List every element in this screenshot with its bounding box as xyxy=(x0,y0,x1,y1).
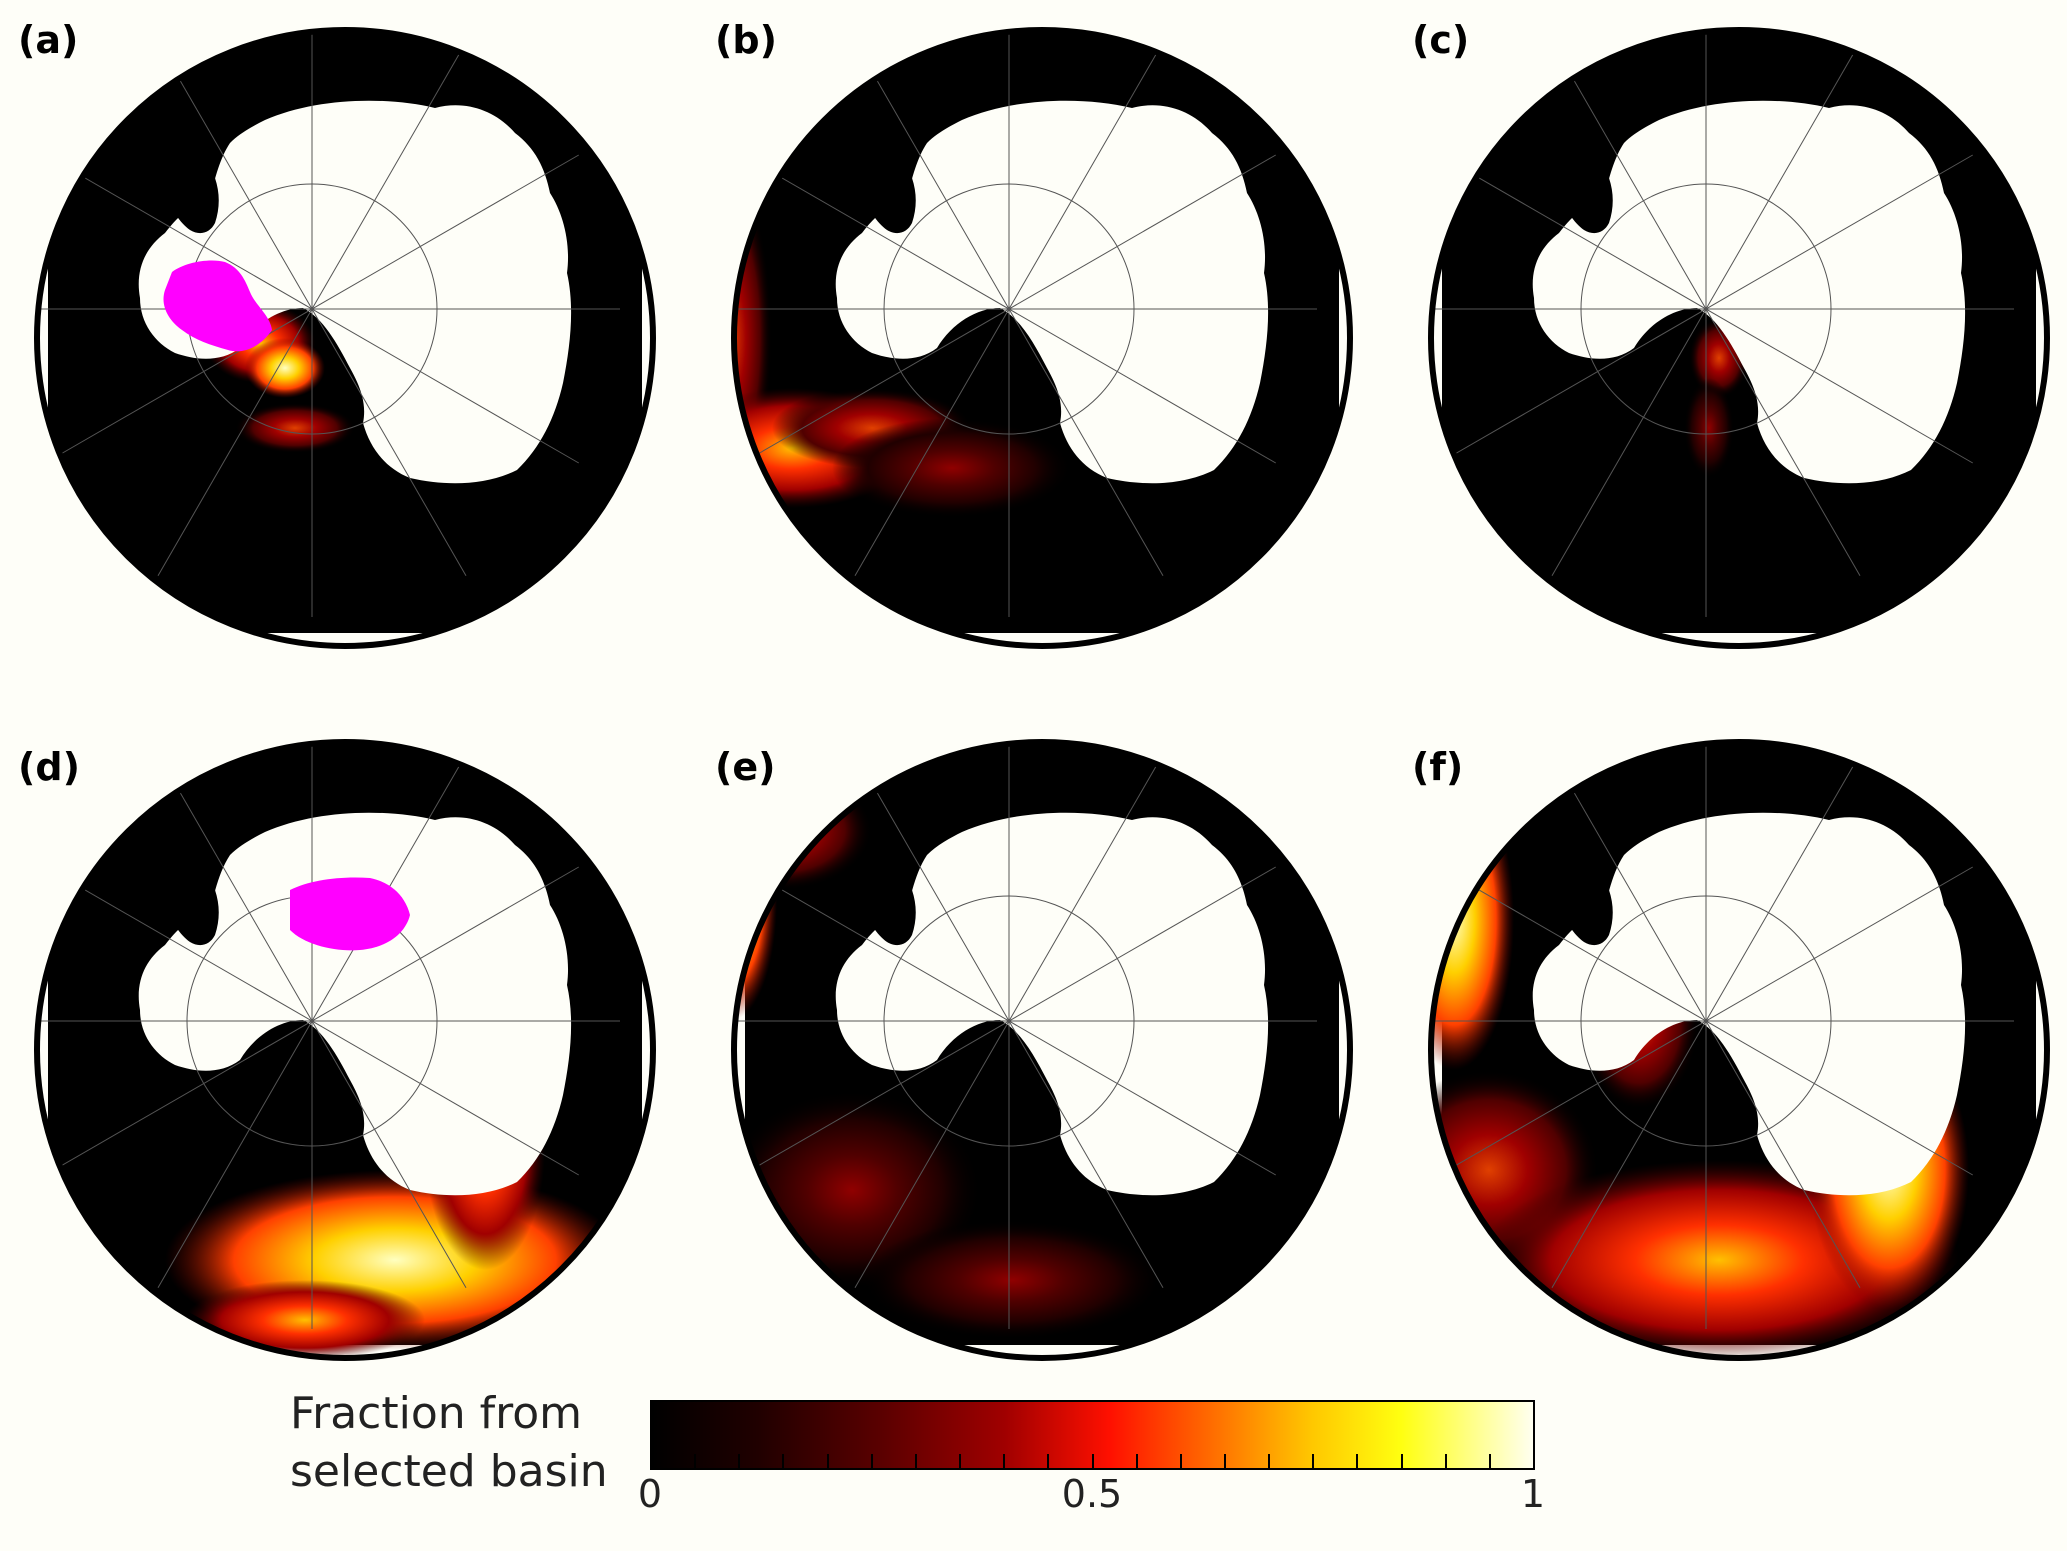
graticule xyxy=(734,742,1317,1329)
colorbar-minor-tick xyxy=(1223,1454,1226,1468)
map-svg xyxy=(731,739,1353,1361)
graticule xyxy=(734,30,1317,617)
map-frame xyxy=(34,27,656,649)
colorbar-minor-tick xyxy=(1135,1454,1138,1468)
colorbar-minor-tick xyxy=(959,1454,962,1468)
panel-label-f: (f) xyxy=(1412,745,1464,789)
panel-label-b: (b) xyxy=(715,18,777,62)
colorbar-minor-tick xyxy=(1400,1454,1403,1468)
colorbar-title-line1: Fraction from xyxy=(290,1388,583,1439)
colorbar-minor-tick xyxy=(826,1454,829,1468)
colorbar-minor-tick xyxy=(738,1454,741,1468)
coastal-bay xyxy=(860,850,916,946)
meltwater-plume xyxy=(245,338,325,398)
map-frame xyxy=(731,739,1353,1361)
map-panel-d xyxy=(15,720,675,1380)
map-svg xyxy=(1428,27,2050,649)
coastal-bay xyxy=(1557,850,1613,946)
colorbar-minor-tick xyxy=(1444,1454,1447,1468)
colorbar-minor-tick xyxy=(782,1454,785,1468)
graticule xyxy=(1431,30,2014,617)
map-svg xyxy=(34,27,656,649)
map-panel-f xyxy=(1409,720,2067,1380)
meltwater-plume xyxy=(832,418,1072,518)
map-svg xyxy=(712,27,1353,649)
map-svg xyxy=(1409,739,2050,1361)
colorbar-minor-tick xyxy=(1091,1454,1094,1468)
colorbar-minor-tick xyxy=(870,1454,873,1468)
colorbar-minor-tick xyxy=(694,1454,697,1468)
colorbar-title: Fraction from selected basin xyxy=(290,1385,620,1501)
selected-basin xyxy=(712,243,721,313)
panel-label-e: (e) xyxy=(715,745,776,789)
map-panel-c xyxy=(1409,8,2067,668)
colorbar-minor-tick xyxy=(1047,1454,1050,1468)
meltwater-plume xyxy=(185,1280,425,1358)
panel-label-c: (c) xyxy=(1412,18,1470,62)
colorbar-title-line2: selected basin xyxy=(290,1446,608,1497)
colorbar-minor-tick xyxy=(1268,1454,1271,1468)
colorbar-tick-1: 1 xyxy=(1520,1472,1546,1516)
colorbar-minor-tick xyxy=(914,1454,917,1468)
map-panel-a xyxy=(15,8,675,668)
graticule xyxy=(1431,742,2014,1329)
coastal-bay xyxy=(1557,138,1613,234)
meltwater-plume xyxy=(862,1220,1162,1340)
selected-basin xyxy=(1409,779,1430,952)
colorbar-minor-tick xyxy=(1488,1454,1491,1468)
panel-label-a: (a) xyxy=(18,18,79,62)
map-frame xyxy=(731,27,1353,649)
meltwater-plume xyxy=(1684,378,1734,478)
map-panel-b xyxy=(712,8,1372,668)
selected-basin xyxy=(290,877,410,951)
colorbar-minor-tick xyxy=(1003,1454,1006,1468)
colorbar: 0 0.5 1 xyxy=(638,1400,1545,1530)
selected-basin xyxy=(163,260,272,352)
colorbar-minor-tick xyxy=(1356,1454,1359,1468)
colorbar-tick-0: 0 xyxy=(637,1472,663,1516)
map-svg xyxy=(34,739,656,1361)
meltwater-plume xyxy=(235,403,355,453)
map-panel-e xyxy=(712,720,1372,1380)
map-frame xyxy=(1428,27,2050,649)
coastal-bay xyxy=(860,138,916,234)
coastal-bay xyxy=(163,850,219,946)
colorbar-minor-tick xyxy=(1179,1454,1182,1468)
colorbar-tick-0-5: 0.5 xyxy=(1061,1472,1123,1516)
colorbar-minor-tick xyxy=(1312,1454,1315,1468)
map-frame xyxy=(34,739,656,1361)
graticule xyxy=(37,742,620,1329)
panel-label-d: (d) xyxy=(18,745,80,789)
coastal-bay xyxy=(163,138,219,234)
map-frame xyxy=(1428,739,2050,1361)
